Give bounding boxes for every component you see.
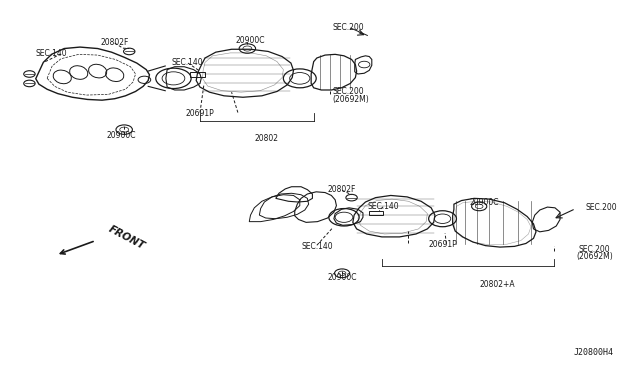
Text: 20900C: 20900C — [327, 273, 357, 282]
Text: FRONT: FRONT — [106, 224, 147, 252]
Text: 20900C: 20900C — [236, 36, 265, 45]
Text: J20800H4: J20800H4 — [573, 348, 614, 357]
Text: 20802+A: 20802+A — [479, 280, 515, 289]
Text: (20692M): (20692M) — [333, 95, 369, 104]
Text: SEC.200: SEC.200 — [333, 23, 364, 32]
Text: 20691P: 20691P — [186, 109, 214, 118]
Text: 20900C: 20900C — [106, 131, 136, 140]
Text: SEC.200: SEC.200 — [585, 203, 617, 212]
Text: SEC.140: SEC.140 — [301, 241, 333, 250]
Text: 20802F: 20802F — [100, 38, 129, 47]
Text: SEC.200: SEC.200 — [333, 87, 364, 96]
Text: SEC.200: SEC.200 — [579, 245, 611, 254]
Text: SEC.140: SEC.140 — [367, 202, 399, 211]
Text: (20692M): (20692M) — [577, 253, 613, 262]
Text: SEC.140: SEC.140 — [36, 49, 67, 58]
Text: 20691P: 20691P — [429, 240, 458, 249]
Text: 20900C: 20900C — [470, 198, 499, 207]
Text: SEC.140: SEC.140 — [172, 58, 203, 67]
Text: 20802: 20802 — [254, 134, 278, 143]
Text: 20802F: 20802F — [328, 185, 356, 194]
